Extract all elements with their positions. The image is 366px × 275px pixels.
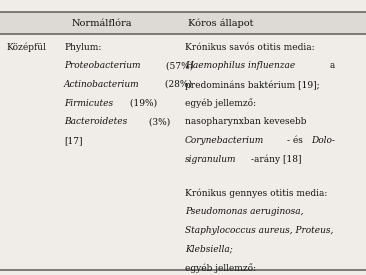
Text: Bacteroidetes: Bacteroidetes (64, 117, 127, 126)
Text: Krónikus gennyes otitis media:: Krónikus gennyes otitis media: (185, 189, 327, 198)
Text: -arány [18]: -arány [18] (251, 155, 302, 164)
Text: Staphylococcus aureus, Proteus,: Staphylococcus aureus, Proteus, (185, 226, 333, 235)
Text: Krónikus savós otitis media:: Krónikus savós otitis media: (185, 43, 314, 52)
Text: Phylum:: Phylum: (64, 43, 101, 52)
Text: Normálflóra: Normálflóra (71, 19, 132, 28)
Text: (28%): (28%) (162, 80, 192, 89)
Text: Középfül: Középfül (7, 43, 46, 52)
Text: predomináns baktérium [19];: predomináns baktérium [19]; (185, 80, 320, 90)
Text: a: a (327, 61, 335, 70)
Text: [17]: [17] (64, 136, 83, 145)
Bar (0, 12, 366, 34)
Text: Corynebacterium: Corynebacterium (185, 136, 264, 145)
Text: Klebsiella;: Klebsiella; (185, 245, 232, 254)
Text: Proteobacterium: Proteobacterium (64, 61, 141, 70)
Text: Kóros állapot: Kóros állapot (188, 19, 254, 28)
Text: Actinobacterium: Actinobacterium (64, 80, 140, 89)
Text: egyéb jellemző:: egyéb jellemző: (185, 263, 256, 273)
Text: Pseudomonas aeruginosa,: Pseudomonas aeruginosa, (185, 207, 303, 216)
Text: - és: - és (287, 136, 306, 145)
Text: (57%): (57%) (163, 61, 193, 70)
Text: Haemophilus influenzae: Haemophilus influenzae (185, 61, 295, 70)
Text: (19%): (19%) (127, 99, 157, 108)
Text: Dolo-: Dolo- (311, 136, 335, 145)
Text: Firmicutes: Firmicutes (64, 99, 113, 108)
Text: (3%): (3%) (146, 117, 170, 126)
Text: sigranulum: sigranulum (185, 155, 236, 164)
Text: nasopharynxban kevesebb: nasopharynxban kevesebb (185, 117, 306, 126)
Text: egyéb jellemző:: egyéb jellemző: (185, 99, 256, 108)
